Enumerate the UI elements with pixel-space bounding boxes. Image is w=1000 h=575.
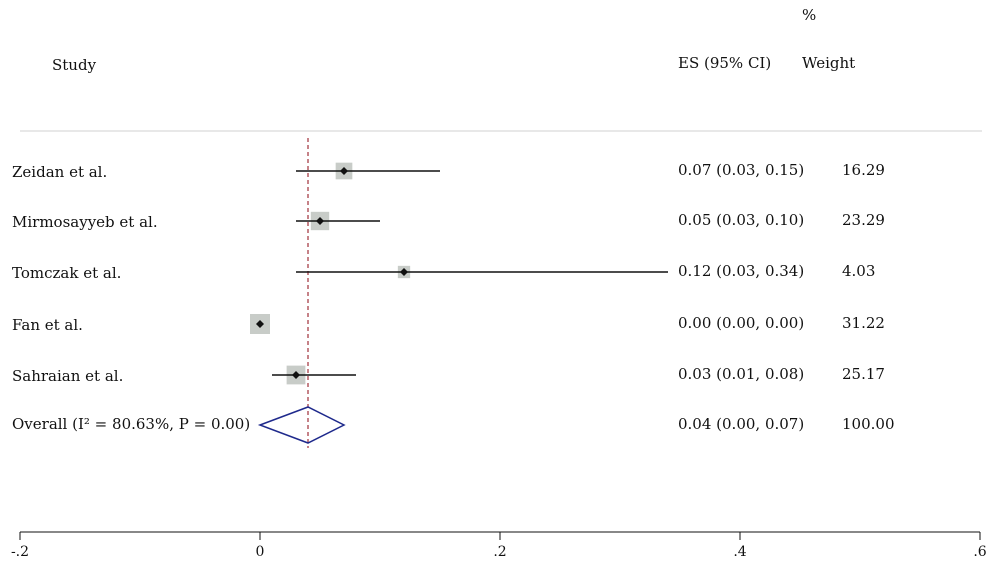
study-header: Study (52, 56, 97, 74)
point-estimate (316, 217, 324, 225)
study-label: Sahraian et al. (12, 367, 124, 385)
x-tick-label: -.2 (11, 544, 29, 560)
overall-label: Overall (I² = 80.63%, P = 0.00) (12, 415, 251, 433)
weight-value: 4.03 (842, 262, 876, 280)
weight-value: 25.17 (842, 365, 885, 383)
point-estimate (340, 167, 348, 175)
x-tick-label: .4 (733, 544, 746, 560)
weight-header: Weight (802, 54, 856, 72)
x-tick-label: .2 (493, 544, 506, 560)
point-estimate (292, 371, 300, 379)
es-value: 0.05 (0.03, 0.10) (678, 211, 805, 229)
weight-value: 31.22 (842, 314, 885, 332)
es-value: 0.07 (0.03, 0.15) (678, 161, 805, 179)
x-tick-label: .6 (973, 544, 986, 560)
percent-header: % (802, 6, 817, 24)
point-estimate (400, 268, 408, 276)
es-value: 0.12 (0.03, 0.34) (678, 262, 805, 280)
es-value: 0.03 (0.01, 0.08) (678, 365, 805, 383)
point-estimate (256, 320, 264, 328)
es-value: 0.00 (0.00, 0.00) (678, 314, 805, 332)
overall-es-value: 0.04 (0.00, 0.07) (678, 415, 805, 433)
overall-weight-value: 100.00 (842, 415, 895, 433)
x-tick-label: 0 (256, 544, 265, 560)
study-label: Fan et al. (12, 316, 83, 334)
study-label: Tomczak et al. (12, 264, 122, 282)
overall-diamond (257, 406, 346, 444)
es-header: ES (95% CI) (678, 54, 772, 72)
weight-value: 16.29 (842, 161, 885, 179)
study-label: Zeidan et al. (12, 163, 108, 181)
weight-value: 23.29 (842, 211, 885, 229)
study-label: Mirmosayyeb et al. (12, 213, 158, 231)
